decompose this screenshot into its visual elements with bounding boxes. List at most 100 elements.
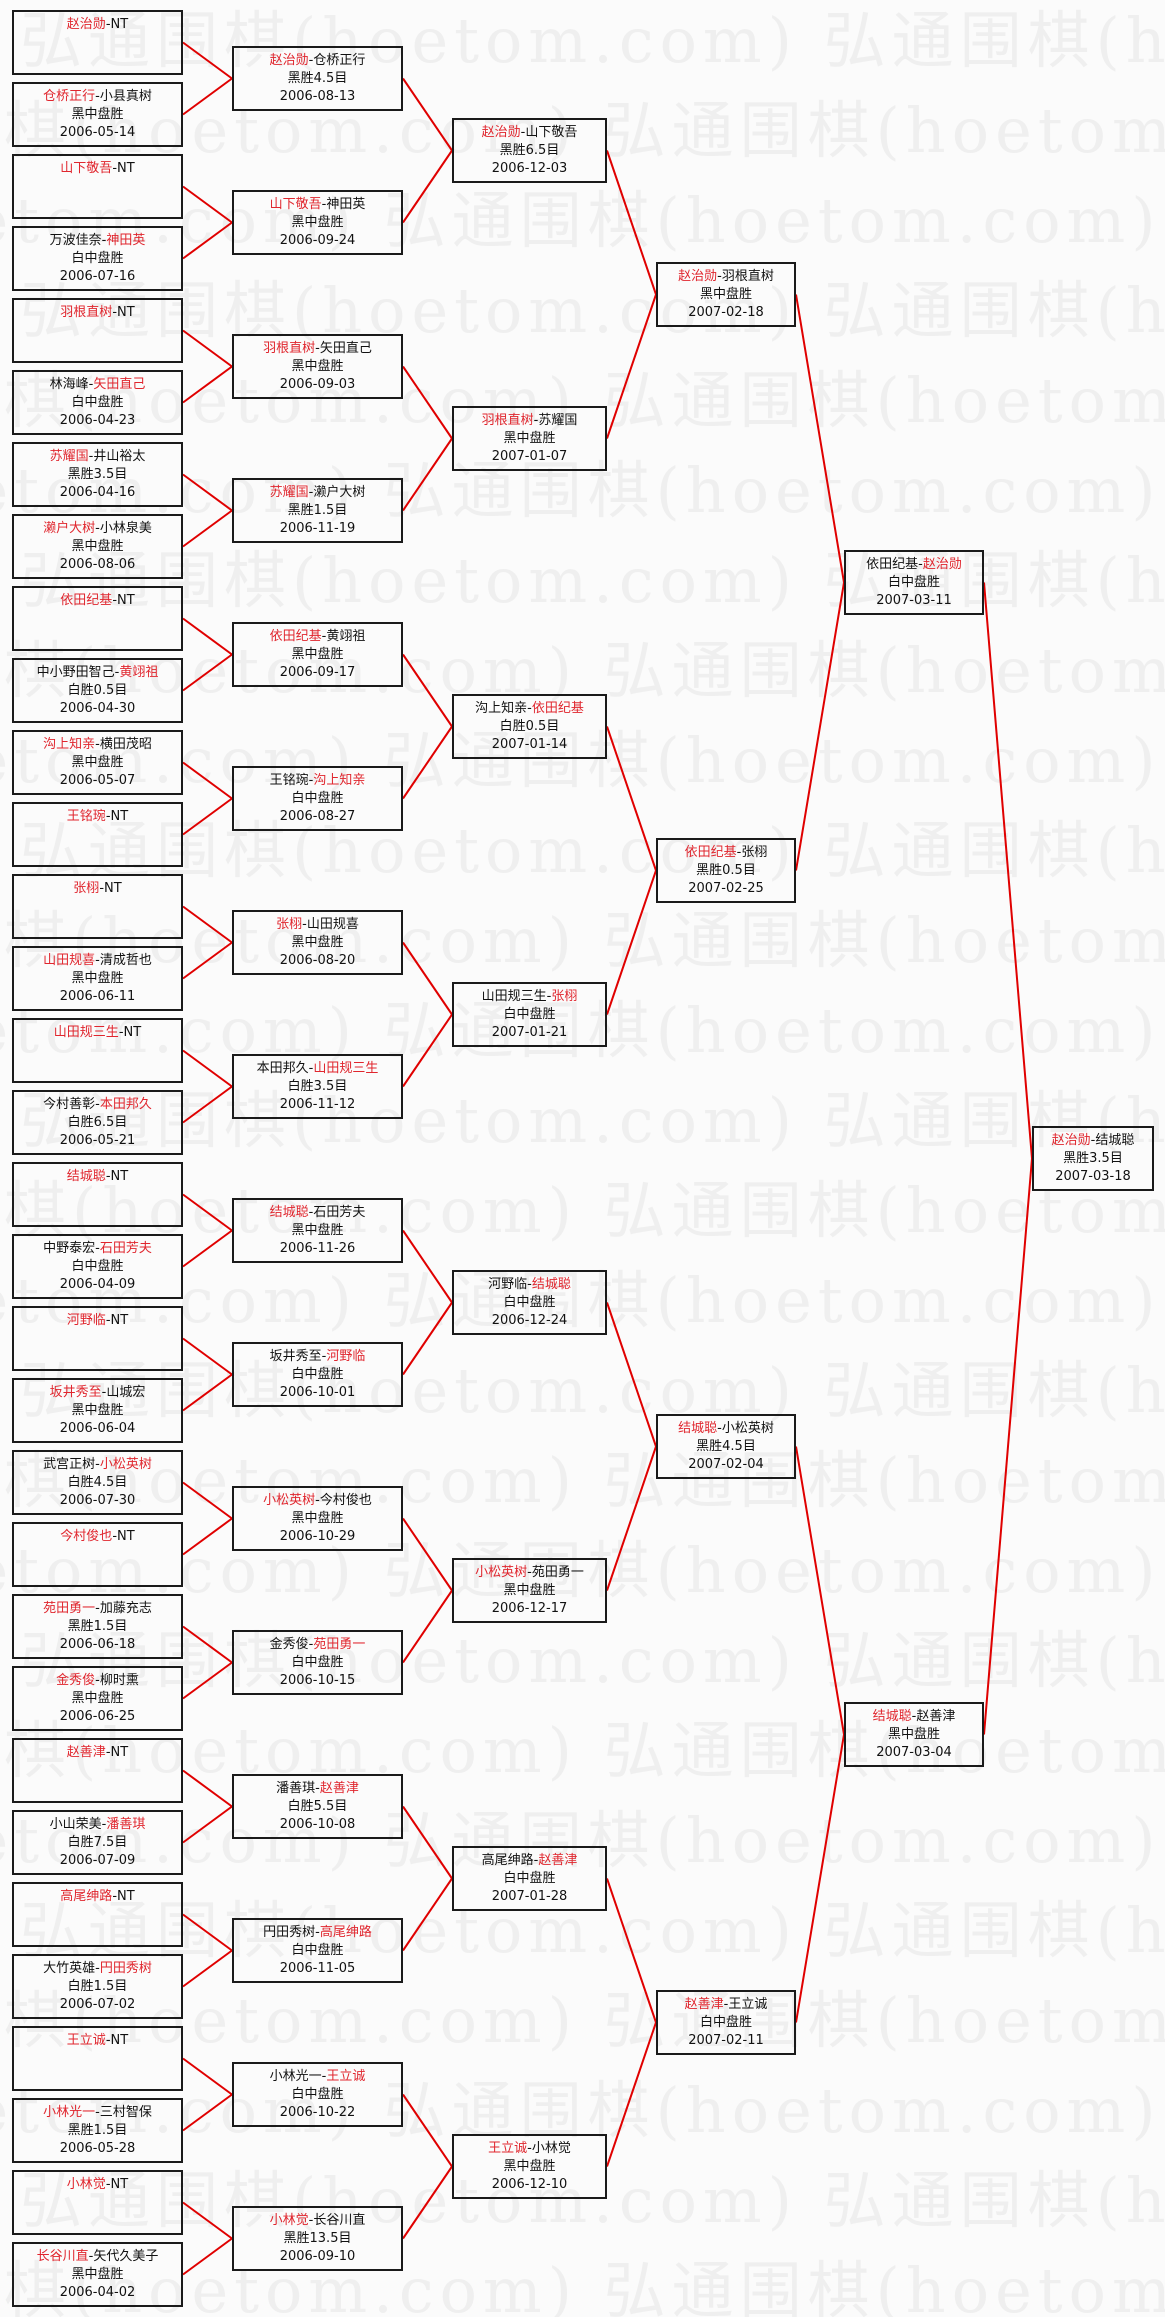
player-b: 山下敬吾 [525, 125, 578, 140]
player-a: 万波佳奈 [49, 233, 102, 248]
connector-line [402, 1805, 453, 1880]
player-b: NT [110, 809, 129, 824]
player-a: 赵治勋 [1051, 1133, 1091, 1148]
match-date: 2006-09-10 [279, 2249, 356, 2264]
match-box: 张栩-山田规喜 黑中盘胜 2006-08-20 [232, 910, 403, 975]
result: 黑胜13.5目 [283, 2231, 352, 2246]
separator: - [527, 1277, 532, 1292]
match-box: 结城聪-石田芳夫 黑中盘胜 2006-11-26 [232, 1198, 403, 1263]
connector-line [402, 725, 453, 800]
separator: - [112, 161, 118, 176]
match-box: 中野泰宏-石田芳夫 白中盘胜 2006-04-09 [12, 1234, 183, 1299]
separator: - [546, 989, 552, 1004]
result: 白胜3.5目 [287, 1079, 348, 1094]
match-date: 2006-05-28 [59, 2141, 136, 2156]
separator: - [101, 233, 107, 248]
separator: - [88, 377, 94, 392]
player-a: 高尾绅路 [60, 1889, 113, 1904]
match-box: 金秀俊-柳时熏 黑中盘胜 2006-06-25 [12, 1666, 183, 1731]
separator: - [95, 1961, 100, 1976]
players-line: 山田规三生-张栩 [454, 988, 605, 1006]
separator: - [112, 1529, 118, 1544]
players-line: 依田纪基-赵治勋 [846, 556, 982, 574]
player-b: 依田纪基 [531, 701, 584, 716]
players-line: 结城聪-NT [14, 1168, 181, 1186]
match-date: 2006-12-17 [491, 1601, 568, 1616]
player-b: 矢田直己 [319, 341, 372, 356]
player-b: 结城聪 [1095, 1133, 1135, 1148]
player-b: 王立诚 [728, 1997, 768, 2012]
players-line: 今村俊也-NT [14, 1528, 181, 1546]
players-line: 赵治勋-仓桥正行 [234, 52, 401, 70]
player-a: 王立诚 [66, 2033, 106, 2048]
separator: - [114, 665, 120, 680]
result: 白胜4.5目 [67, 1475, 128, 1490]
player-a: 円田秀树 [263, 1925, 316, 1940]
separator: - [118, 1025, 124, 1040]
connector-line [402, 149, 453, 224]
players-line: 小林光一-三村智保 [14, 2104, 181, 2122]
connector-line [182, 1049, 233, 1088]
separator: - [723, 1997, 729, 2012]
match-date: 2006-09-24 [279, 233, 356, 248]
players-line: 依田纪基-黄翊祖 [234, 628, 401, 646]
players-line: 円田秀树-高尾绅路 [234, 1924, 401, 1942]
player-b: NT [110, 1745, 129, 1760]
players-line: 沟上知亲-依田纪基 [454, 700, 605, 718]
match-box: 河野临-NT [12, 1306, 183, 1371]
connector-line [182, 653, 233, 692]
match-box: 赵善津-NT [12, 1738, 183, 1803]
player-a: 高尾绅路 [481, 1853, 534, 1868]
connector-line [182, 1949, 233, 1988]
player-b: 赵治勋 [922, 557, 962, 572]
separator: - [308, 485, 314, 500]
result: 黑胜4.5目 [696, 1439, 756, 1454]
match-date: 2007-03-11 [876, 593, 952, 608]
match-date: 2007-02-18 [688, 305, 764, 320]
players-line: 依田纪基-张栩 [658, 844, 794, 862]
players-line: 濑户大树-小林泉美 [14, 520, 181, 538]
players-line: 山田规三生-NT [14, 1024, 181, 1042]
player-a: 小林觉 [269, 2213, 309, 2228]
players-line: 高尾绅路-NT [14, 1888, 181, 1906]
connector-line [606, 726, 657, 871]
players-line: 河野临-结城聪 [454, 1276, 605, 1294]
result: 黑胜1.5目 [287, 503, 348, 518]
player-a: 山田规三生 [481, 989, 547, 1004]
connector-line [795, 582, 845, 871]
player-b: 张栩 [741, 845, 768, 860]
player-b: 本田邦久 [99, 1097, 152, 1112]
result: 黑中盘胜 [71, 1691, 124, 1706]
result: 黑中盘胜 [71, 1403, 124, 1418]
separator: - [101, 1817, 107, 1832]
match-date: 2006-11-26 [279, 1241, 356, 1256]
connector-line [182, 221, 233, 260]
players-line: 小林光一-王立诚 [234, 2068, 401, 2086]
players-line: 羽根直树-NT [14, 304, 181, 322]
connector-line [182, 2093, 233, 2132]
match-date: 2007-03-18 [1055, 1169, 1131, 1184]
player-a: 苑田勇一 [43, 1601, 96, 1616]
match-date: 2007-01-28 [491, 1889, 568, 1904]
connector-line [182, 509, 233, 548]
players-line: 苑田勇一-加藤充志 [14, 1600, 181, 1618]
connector-line [606, 1302, 657, 1447]
separator: - [105, 1169, 111, 1184]
player-a: 小松英树 [263, 1493, 316, 1508]
players-line: 长谷川直-矢代久美子 [14, 2248, 181, 2266]
players-line: 王立诚-小林觉 [454, 2140, 605, 2158]
connector-line [182, 1085, 233, 1124]
connector-line [182, 2237, 233, 2276]
separator: - [105, 2033, 111, 2048]
result: 白中盘胜 [71, 395, 124, 410]
connector-line [402, 941, 453, 1016]
separator: - [918, 557, 923, 572]
match-box: 山下敬吾-NT [12, 154, 183, 219]
players-line: 王立诚-NT [14, 2032, 181, 2050]
player-a: 羽根直树 [263, 341, 316, 356]
separator: - [105, 1313, 111, 1328]
match-box: 山田规三生-张栩 白中盘胜 2007-01-21 [452, 982, 607, 1047]
connector-line [182, 1481, 233, 1520]
result: 白中盘胜 [291, 1943, 344, 1958]
